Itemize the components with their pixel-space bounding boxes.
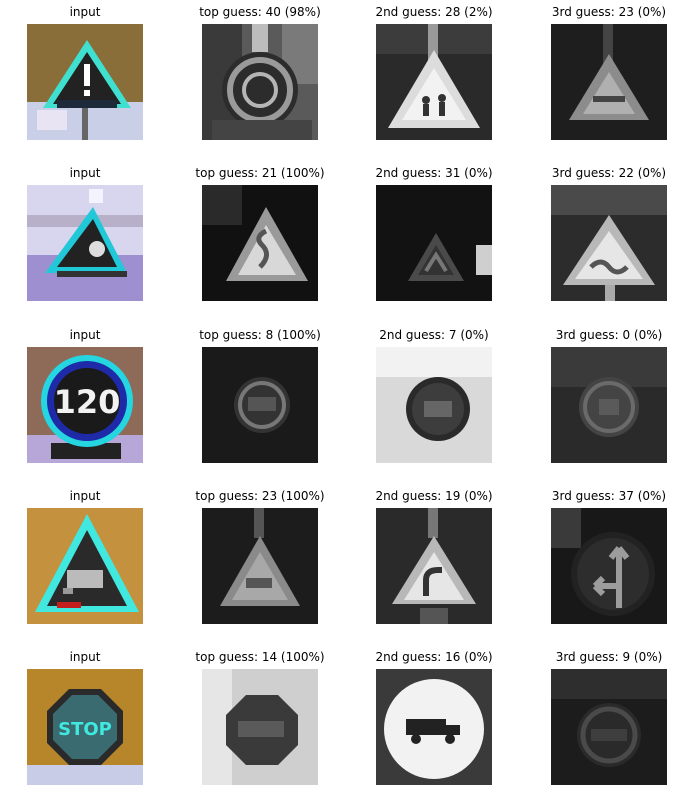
input-image [27,24,143,140]
warning-exclamation-sign-icon [27,24,143,140]
guess-image [551,347,667,463]
cell-title: 3rd guess: 37 (0%) [551,489,667,503]
double-curve-sign-icon [202,185,318,301]
cell-title: top guess: 21 (100%) [195,166,325,180]
cell-title: 3rd guess: 9 (0%) [555,650,663,664]
guess-image [376,185,492,301]
bumpy-road-sign-icon [551,185,667,301]
stop-sign-icon: STOP [27,669,143,785]
speed-limit-120-sign-icon: 120 [27,347,143,463]
cell-title: top guess: 40 (98%) [199,5,321,19]
input-image: STOP [27,669,143,785]
guess-image [202,669,318,785]
guess-image [376,24,492,140]
stop-sign-icon [202,669,318,785]
guess-image [376,508,492,624]
speed-limit-20-sign-icon [551,347,667,463]
guess-image [202,508,318,624]
cell-title: 2nd guess: 28 (2%) [375,5,493,19]
guess-image [202,347,318,463]
input-image [27,185,143,301]
stop-text: STOP [58,719,112,740]
guess-image [551,508,667,624]
cell-title: input [69,650,101,664]
guess-image [376,669,492,785]
slippery-road-sign-icon [27,508,143,624]
cell-title: top guess: 14 (100%) [195,650,325,664]
guess-image [376,347,492,463]
cell-title: top guess: 8 (100%) [199,328,321,342]
guess-image [551,24,667,140]
children-crossing-sign-icon [376,24,492,140]
go-straight-or-left-sign-icon [551,508,667,624]
guess-image [551,185,667,301]
cell-title: 2nd guess: 31 (0%) [375,166,493,180]
cell-title: 2nd guess: 7 (0%) [379,328,489,342]
cell-title: 2nd guess: 19 (0%) [375,489,493,503]
slippery-road-sign-icon [27,185,143,301]
speed-limit-120-sign-icon [202,347,318,463]
no-passing-sign-icon [551,669,667,785]
cell-title: 3rd guess: 23 (0%) [551,5,667,19]
no-trucks-sign-icon [376,669,492,785]
input-image [27,508,143,624]
guess-image [551,669,667,785]
guess-image [202,185,318,301]
speed-number: 120 [54,383,121,421]
input-image: 120 [27,347,143,463]
cell-title: 2nd guess: 16 (0%) [375,650,493,664]
cell-title: input [69,5,101,19]
dangerous-curve-left-sign-icon [376,508,492,624]
cell-title: input [69,328,101,342]
cell-title: 3rd guess: 22 (0%) [551,166,667,180]
cell-title: top guess: 23 (100%) [195,489,325,503]
speed-limit-100-sign-icon [376,347,492,463]
cell-title: input [69,166,101,180]
roundabout-sign-icon [202,24,318,140]
slippery-road-sign-icon [202,508,318,624]
wild-animals-sign-icon [376,185,492,301]
cell-title: input [69,489,101,503]
slippery-road-sign-icon [551,24,667,140]
guess-image [202,24,318,140]
cell-title: 3rd guess: 0 (0%) [555,328,663,342]
